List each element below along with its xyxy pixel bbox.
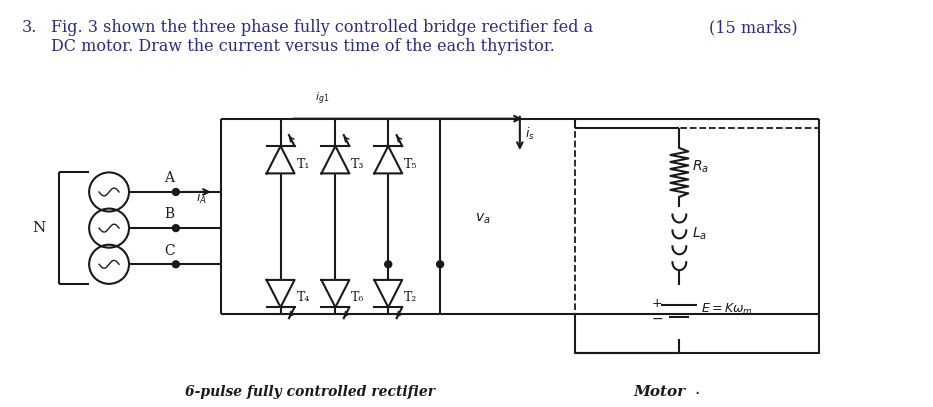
Circle shape: [173, 261, 179, 268]
Polygon shape: [267, 146, 295, 173]
Text: T₄: T₄: [297, 291, 310, 304]
Circle shape: [173, 188, 179, 195]
Text: $i_{g1}$: $i_{g1}$: [315, 90, 329, 107]
Text: +: +: [651, 297, 662, 310]
Text: −: −: [651, 312, 663, 326]
Text: T₆: T₆: [352, 291, 365, 304]
Text: (15 marks): (15 marks): [709, 19, 798, 36]
Polygon shape: [322, 146, 349, 173]
Text: Fig. 3 shown the three phase fully controlled bridge rectifier fed a: Fig. 3 shown the three phase fully contr…: [51, 19, 593, 36]
Text: 3.: 3.: [21, 19, 36, 36]
Text: $L_a$: $L_a$: [692, 226, 707, 242]
Circle shape: [173, 225, 179, 232]
Text: $v_a$: $v_a$: [475, 211, 491, 226]
Text: T₅: T₅: [404, 158, 418, 171]
Circle shape: [384, 261, 392, 268]
Text: T₁: T₁: [297, 158, 310, 171]
Polygon shape: [374, 146, 402, 173]
Text: B: B: [164, 208, 174, 221]
Text: $i_s$: $i_s$: [525, 126, 535, 142]
Text: C: C: [164, 244, 174, 258]
Polygon shape: [374, 280, 402, 307]
Text: DC motor. Draw the current versus time of the each thyristor.: DC motor. Draw the current versus time o…: [51, 37, 555, 55]
Text: A: A: [164, 171, 174, 185]
Text: Motor: Motor: [634, 385, 686, 398]
Text: $i_A$: $i_A$: [196, 190, 207, 206]
Bar: [575, 129, 819, 353]
Polygon shape: [322, 280, 349, 307]
Text: 6-pulse fully controlled rectifier: 6-pulse fully controlled rectifier: [186, 385, 436, 398]
Circle shape: [437, 261, 443, 268]
Text: N: N: [33, 221, 46, 235]
Text: T₃: T₃: [352, 158, 365, 171]
Text: $E = K\omega_m$: $E = K\omega_m$: [702, 302, 753, 317]
Text: T₂: T₂: [404, 291, 418, 304]
Text: ·: ·: [694, 385, 700, 403]
Polygon shape: [267, 280, 295, 307]
Text: $R_a$: $R_a$: [692, 158, 709, 175]
